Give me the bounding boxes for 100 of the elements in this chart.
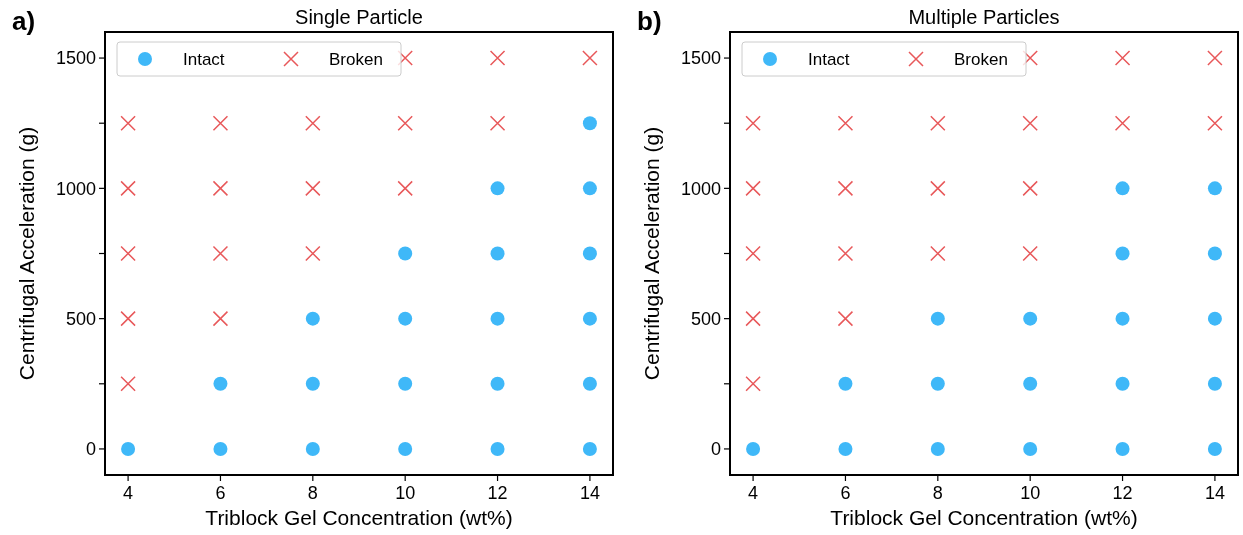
point	[490, 181, 505, 196]
x-tick-label: 12	[487, 483, 508, 503]
point	[120, 310, 136, 327]
point	[490, 311, 505, 326]
x-tick-label: 4	[748, 483, 759, 503]
x-tick-label: 8	[932, 483, 943, 503]
point	[305, 311, 320, 326]
point	[212, 180, 229, 197]
point	[212, 115, 229, 131]
point	[305, 180, 321, 197]
x-axis-title: Triblock Gel Concentration (wt%)	[830, 506, 1138, 529]
point	[1114, 115, 1131, 131]
point	[489, 50, 506, 66]
point	[1023, 441, 1038, 456]
point	[837, 180, 854, 197]
point	[397, 180, 413, 197]
point	[930, 441, 945, 456]
point	[1207, 50, 1223, 66]
point	[582, 376, 597, 391]
point	[490, 441, 505, 456]
point	[582, 246, 597, 261]
point	[1207, 441, 1222, 456]
point	[120, 245, 136, 262]
point	[582, 116, 597, 131]
x-tick-label: 14	[1204, 483, 1225, 503]
point	[1115, 246, 1130, 261]
point	[582, 181, 597, 196]
y-tick-label: 0	[85, 439, 96, 460]
x-tick-label: 10	[395, 483, 416, 503]
x-tick-label: 12	[1112, 483, 1133, 503]
point	[838, 376, 853, 391]
point	[1023, 311, 1038, 326]
point	[930, 311, 945, 326]
x-tick-label: 14	[579, 483, 600, 503]
point	[120, 376, 136, 392]
text: a)	[12, 6, 36, 36]
point	[837, 245, 854, 262]
point	[745, 115, 761, 131]
x-tick-label: 10	[1020, 483, 1041, 503]
point	[120, 115, 136, 131]
point	[305, 441, 320, 456]
point	[582, 50, 598, 66]
point	[398, 441, 413, 456]
point	[120, 180, 136, 197]
point	[838, 441, 853, 456]
legend-label: Broken	[329, 49, 383, 69]
point	[398, 246, 413, 261]
y-tick-label: 500	[65, 308, 96, 329]
point	[1023, 376, 1038, 391]
point	[582, 441, 597, 456]
y-tick-label: 1000	[55, 178, 96, 199]
point	[930, 245, 946, 262]
point	[1207, 246, 1222, 261]
point	[490, 246, 505, 261]
point	[305, 245, 321, 262]
legend-label: Intact	[808, 49, 850, 69]
point	[490, 376, 505, 391]
x-tick-label: 6	[215, 483, 226, 503]
point	[1207, 311, 1222, 326]
x-tick-label: 8	[307, 483, 318, 503]
point	[305, 115, 321, 131]
y-tick-label: 1500	[55, 48, 96, 69]
point	[1022, 115, 1038, 131]
text: b)	[637, 6, 662, 36]
x-tick-label: 6	[840, 483, 851, 503]
legend-label: Broken	[954, 49, 1008, 69]
point	[397, 115, 413, 131]
chart-title: Single Particle	[295, 6, 423, 28]
point	[837, 310, 854, 327]
point	[745, 310, 761, 327]
point	[930, 115, 946, 131]
point	[745, 180, 761, 197]
legend-label: Intact	[183, 49, 225, 69]
point	[837, 115, 854, 131]
point	[489, 115, 506, 131]
y-tick-label: 1500	[680, 48, 721, 69]
point	[1114, 50, 1131, 66]
point	[212, 245, 229, 262]
y-tick-label: 500	[690, 308, 721, 329]
point	[745, 245, 761, 262]
point	[121, 441, 136, 456]
point	[1022, 245, 1038, 262]
x-tick-label: 4	[123, 483, 134, 503]
y-tick-label: 1000	[680, 178, 721, 199]
y-tick-label: 0	[710, 439, 721, 460]
x-axis-title: Triblock Gel Concentration (wt%)	[205, 506, 513, 529]
point	[1207, 376, 1222, 391]
point	[1115, 311, 1130, 326]
point	[398, 311, 413, 326]
point	[746, 441, 761, 456]
chart-title: Multiple Particles	[908, 6, 1060, 28]
point	[930, 376, 945, 391]
point	[582, 311, 597, 326]
y-axis-title: Centrifugal Acceleration (g)	[640, 126, 663, 381]
point	[1207, 115, 1223, 131]
point	[398, 376, 413, 391]
point	[213, 376, 228, 391]
point	[1115, 441, 1130, 456]
point	[212, 310, 229, 327]
point	[930, 180, 946, 197]
